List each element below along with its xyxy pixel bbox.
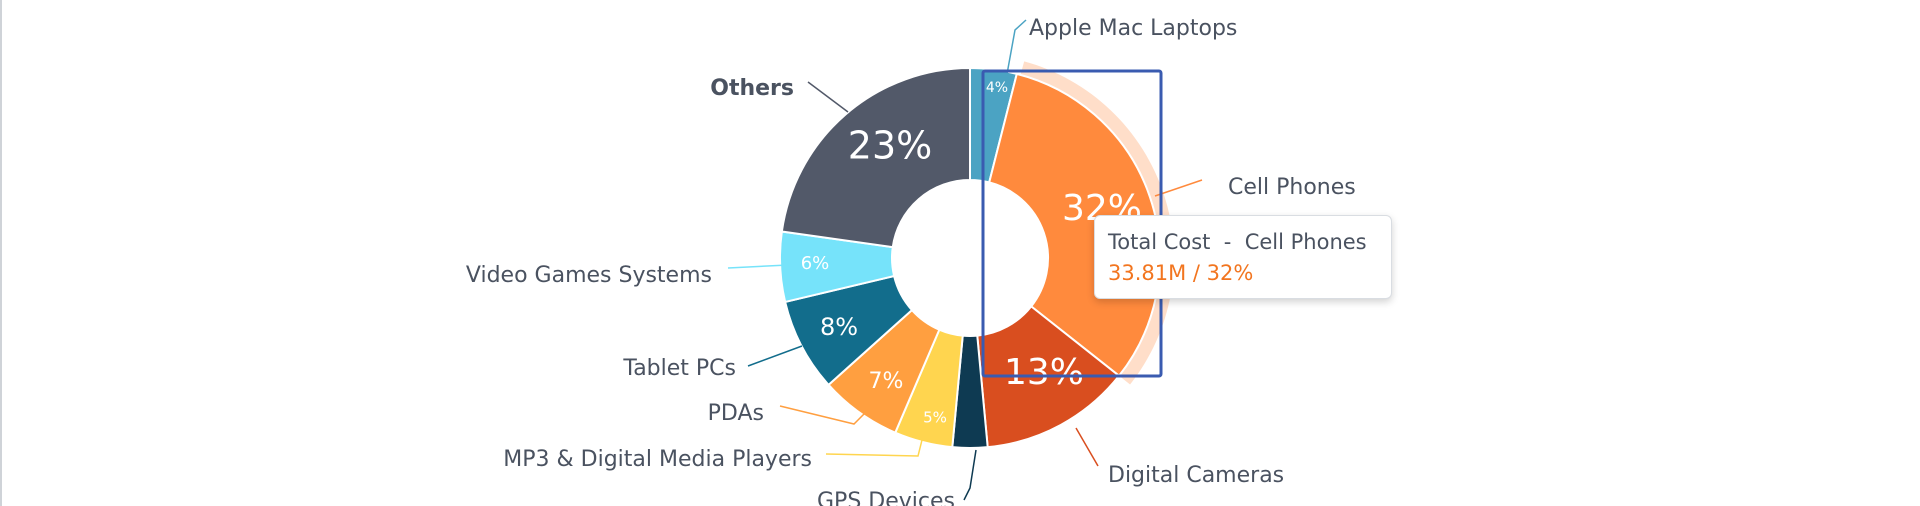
percent-label-mp3-digital-media-players: 5% [923, 409, 947, 427]
slice-cell-phones[interactable] [987, 72, 1161, 378]
leader-line-cell-phones [1154, 179, 1203, 197]
category-label-digital-cameras: Digital Cameras [1108, 463, 1284, 488]
percent-label-video-games-systems: 6% [801, 253, 830, 274]
leader-line-apple-mac-laptops [1006, 19, 1027, 75]
category-label-apple-mac-laptops: Apple Mac Laptops [1029, 16, 1237, 41]
leader-line-digital-cameras [1075, 427, 1099, 467]
category-label-pdas: PDAs [708, 401, 764, 426]
percent-label-tablet-pcs: 8% [820, 313, 858, 341]
tooltip-metric: Total Cost [1108, 230, 1211, 254]
leader-line-tablet-pcs [747, 345, 803, 367]
leader-line-video-games-systems [727, 264, 789, 269]
chart-tooltip: Total Cost - Cell Phones 33.81M / 32% [1094, 215, 1392, 299]
percent-label-digital-cameras: 13% [1004, 352, 1084, 393]
leader-line-gps-devices [963, 449, 977, 501]
slice-hover-halo-cell-phones [1020, 61, 1174, 385]
tooltip-category: Cell Phones [1244, 230, 1367, 254]
percent-label-pdas: 7% [869, 369, 904, 394]
category-label-video-games-systems: Video Games Systems [466, 263, 712, 288]
tooltip-title: Total Cost - Cell Phones [1108, 230, 1378, 254]
leader-line-pdas [779, 405, 865, 425]
category-label-mp3-digital-media-players: MP3 & Digital Media Players [503, 447, 812, 472]
tooltip-value: 33.81M / 32% [1108, 261, 1254, 285]
tooltip-separator: - [1223, 230, 1232, 254]
slice-others[interactable] [780, 66, 971, 249]
percent-label-apple-mac-laptops: 4% [986, 80, 1008, 96]
category-label-tablet-pcs: Tablet PCs [622, 356, 736, 381]
category-label-others: Others [710, 76, 794, 101]
category-label-gps-devices: GPS Devices [817, 489, 955, 506]
leader-line-others [807, 81, 849, 113]
category-label-cell-phones: Cell Phones [1228, 175, 1356, 200]
percent-label-others: 23% [848, 124, 932, 168]
leader-line-mp3-digital-media-players [825, 439, 923, 457]
